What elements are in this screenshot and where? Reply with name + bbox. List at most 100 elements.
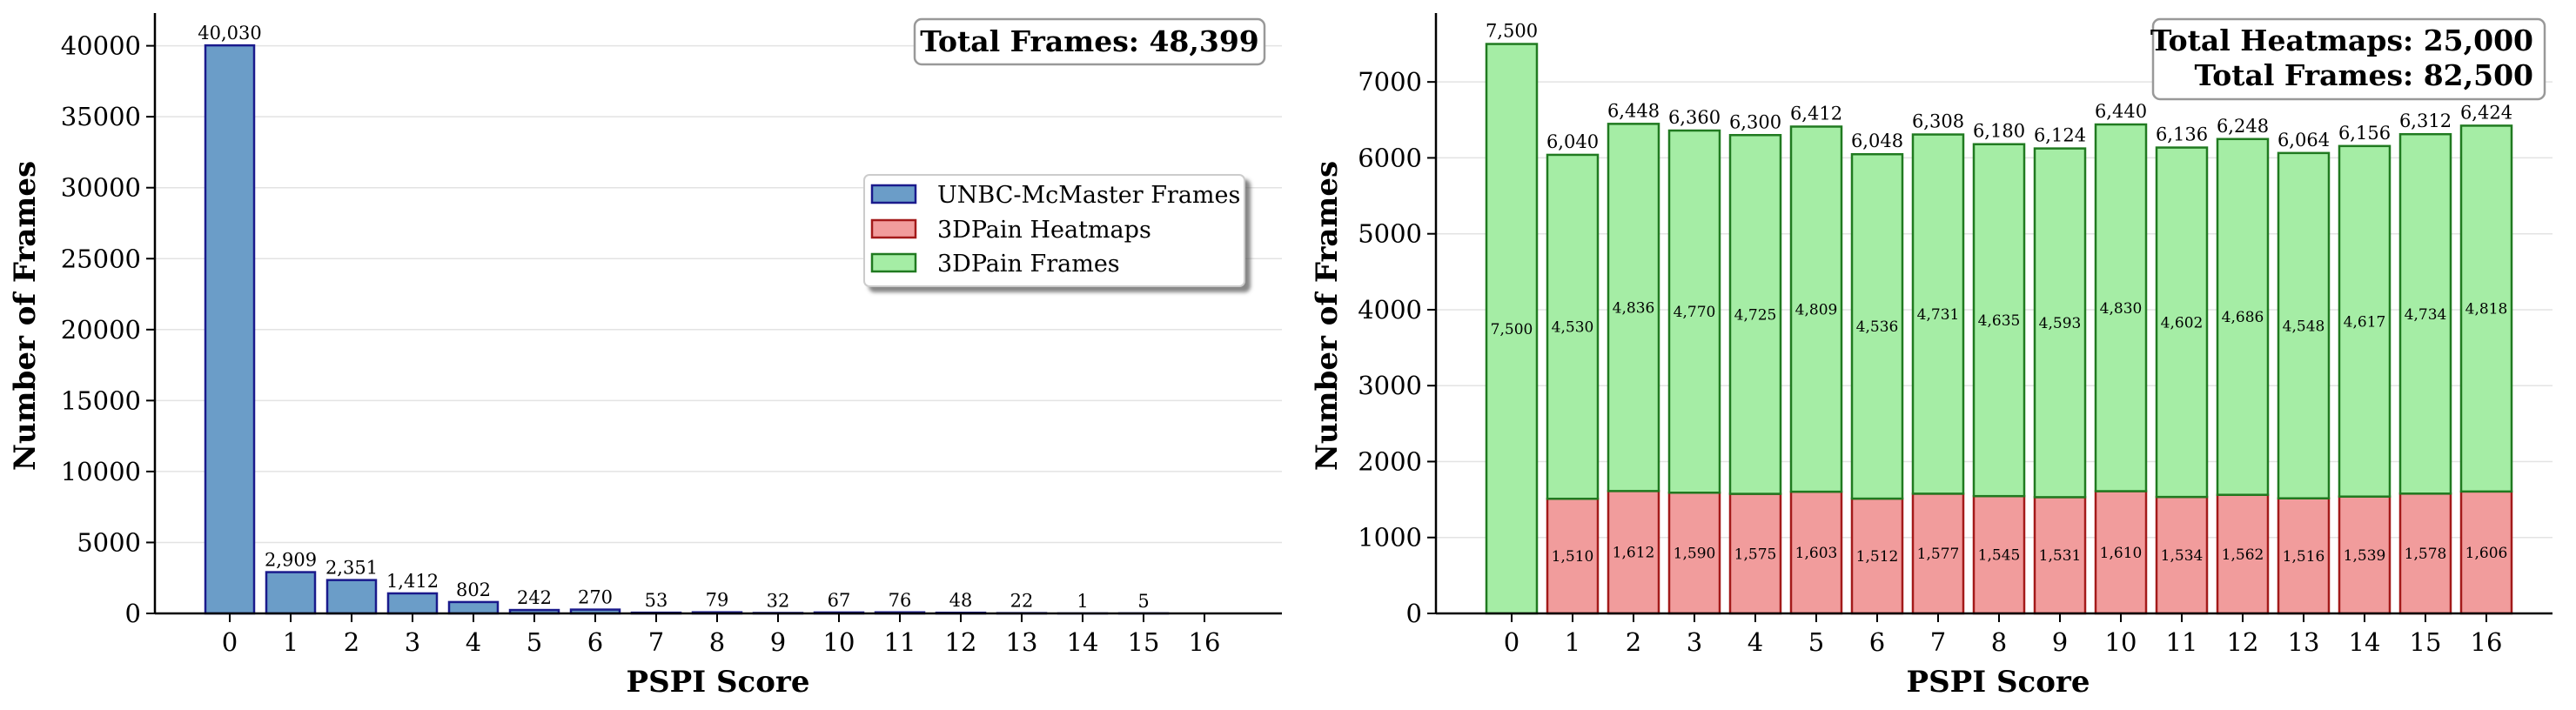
left-y-axis-title: Number of Frames	[8, 161, 43, 471]
right-frames-value-label: 4,809	[1795, 301, 1838, 318]
right-total-frames-text: Total Frames: 82,500	[2194, 58, 2533, 92]
right-frames-value-label: 4,836	[1613, 299, 1655, 317]
right-frames-value-label: 4,593	[2039, 315, 2082, 332]
right-heatmap-value-label: 1,531	[2039, 547, 2082, 565]
left-y-tick-label: 0	[125, 599, 141, 628]
right-y-tick-label: 0	[1406, 599, 1422, 628]
right-x-tick-label: 5	[1808, 627, 1824, 657]
right-total-value-label: 6,064	[2277, 130, 2330, 151]
left-x-tick-label: 15	[1128, 627, 1160, 657]
left-x-tick-label: 3	[405, 627, 420, 657]
left-bar	[449, 602, 498, 613]
right-total-value-label: 6,048	[1851, 131, 1903, 151]
right-frames-value-label: 4,536	[1856, 318, 1899, 336]
left-x-tick-label: 1	[283, 627, 299, 657]
left-y-tick-label: 15000	[61, 385, 141, 415]
right-total-value-label: 6,308	[1912, 111, 1964, 132]
right-x-axis-title: PSPI Score	[1907, 665, 2090, 700]
left-y-tick-label: 10000	[61, 457, 141, 486]
right-total-value-label: 6,360	[1668, 107, 1721, 128]
left-bar-value-label: 32	[767, 590, 790, 611]
right-x-tick-label: 15	[2410, 627, 2442, 657]
right-x-tick-label: 13	[2288, 627, 2320, 657]
right-frames-value-label: 4,818	[2465, 301, 2508, 318]
right-y-tick-label: 2000	[1358, 446, 1422, 476]
right-x-tick-label: 8	[1991, 627, 2007, 657]
left-x-tick-label: 16	[1189, 627, 1221, 657]
left-x-tick-label: 8	[709, 627, 725, 657]
legend-label-frames: 3DPain Frames	[937, 251, 1120, 278]
right-heatmap-value-label: 1,534	[2161, 547, 2204, 565]
left-bar-value-label: 242	[517, 587, 552, 608]
right-x-tick-label: 2	[1626, 627, 1641, 657]
left-bar-value-label: 1,412	[386, 571, 439, 592]
right-frames-value-label: 4,602	[2161, 314, 2204, 332]
legend-label-heat: 3DPain Heatmaps	[937, 217, 1151, 244]
left-x-tick-label: 11	[884, 627, 916, 657]
right-total-value-label: 6,156	[2338, 123, 2391, 144]
right-heatmap-value-label: 1,562	[2222, 546, 2264, 564]
right-y-tick-label: 4000	[1358, 295, 1422, 325]
right-heatmap-value-label: 1,512	[1856, 548, 1899, 566]
right-x-tick-label: 3	[1687, 627, 1702, 657]
legend-swatch-frames	[872, 254, 916, 271]
left-total-text: Total Frames: 48,399	[920, 24, 1259, 58]
left-bar	[327, 580, 376, 613]
right-total-value-label: 6,300	[1729, 111, 1781, 132]
left-bar-value-label: 2,351	[325, 558, 378, 579]
left-x-tick-label: 4	[466, 627, 481, 657]
left-axes	[155, 13, 1282, 613]
right-frames-value-label: 4,548	[2283, 318, 2325, 335]
left-x-tick-label: 9	[770, 627, 786, 657]
right-heatmap-value-label: 1,577	[1917, 546, 1960, 563]
right-total-value-label: 6,312	[2399, 111, 2452, 131]
right-heatmap-value-label: 1,539	[2344, 547, 2386, 565]
right-total-value-label: 6,440	[2095, 101, 2147, 122]
right-heatmap-value-label: 1,610	[2100, 545, 2143, 562]
left-x-tick-label: 5	[527, 627, 542, 657]
right-heatmap-value-label: 1,606	[2465, 545, 2508, 562]
right-y-tick-label: 7000	[1358, 67, 1422, 97]
right-heatmap-value-label: 1,603	[1795, 545, 1838, 562]
right-total-value-label: 7,500	[1486, 21, 1538, 42]
left-bar	[388, 593, 437, 613]
right-x-tick-label: 4	[1748, 627, 1763, 657]
right-frames-value-label: 4,770	[1674, 304, 1716, 321]
left-bar	[266, 573, 315, 613]
right-heatmap-value-label: 1,590	[1674, 546, 1716, 563]
right-x-tick-label: 1	[1565, 627, 1580, 657]
right-y-tick-label: 5000	[1358, 219, 1422, 249]
right-frames-value-label: 7,500	[1491, 321, 1533, 338]
right-total-value-label: 6,180	[1973, 121, 2025, 142]
right-total-value-label: 6,040	[1546, 131, 1599, 152]
right-total-value-label: 6,412	[1790, 103, 1842, 124]
left-bar-value-label: 76	[889, 590, 912, 611]
left-bar-value-label: 53	[645, 590, 668, 611]
left-x-tick-label: 6	[587, 627, 603, 657]
left-x-tick-label: 10	[823, 627, 855, 657]
right-total-value-label: 6,448	[1607, 100, 1660, 121]
right-total-value-label: 6,124	[2034, 125, 2086, 146]
right-total-value-label: 6,136	[2156, 124, 2208, 145]
left-x-tick-label: 2	[344, 627, 359, 657]
left-bar-value-label: 270	[578, 587, 613, 608]
right-x-tick-label: 12	[2227, 627, 2259, 657]
right-y-tick-label: 3000	[1358, 371, 1422, 400]
right-x-tick-label: 16	[2471, 627, 2503, 657]
right-heatmap-value-label: 1,575	[1734, 546, 1777, 563]
right-frames-value-label: 4,530	[1552, 319, 1594, 337]
left-y-tick-label: 25000	[61, 244, 141, 273]
left-y-tick-label: 35000	[61, 102, 141, 131]
left-bar	[205, 45, 254, 613]
legend-swatch-unbc	[872, 185, 916, 203]
right-total-heatmaps-text: Total Heatmaps: 25,000	[2150, 23, 2533, 57]
left-y-tick-label: 30000	[61, 173, 141, 203]
left-bar-value-label: 22	[1010, 591, 1034, 612]
right-frames-value-label: 4,731	[1917, 306, 1960, 324]
